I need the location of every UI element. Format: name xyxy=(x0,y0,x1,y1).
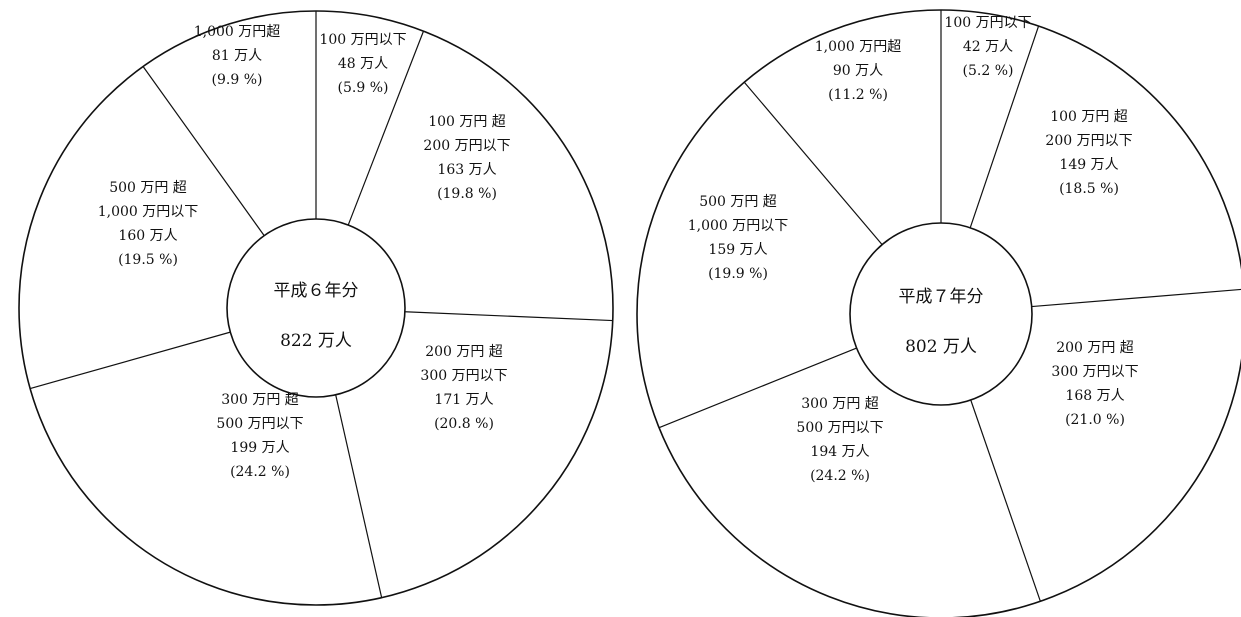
slice-label: 1,000 万円超 81 万人 (9.9 %) xyxy=(194,24,281,88)
slice-label-line: 160 万人 xyxy=(118,228,177,244)
slice-label-line: (11.2 %) xyxy=(828,87,888,103)
slice-label-line: 42 万人 xyxy=(963,39,1013,55)
slice-divider xyxy=(743,81,883,246)
slice-label-line: (19.8 %) xyxy=(437,186,497,202)
slice-label-line: (19.9 %) xyxy=(708,266,768,282)
slice-label: 500 万円 超 1,000 万円以下 159 万人 (19.9 %) xyxy=(688,194,789,282)
pie-inner-circle xyxy=(849,222,1033,406)
center-total-label: 802 万人 xyxy=(905,337,977,357)
slice-label-line: 199 万人 xyxy=(230,440,289,456)
slice-label-line: 90 万人 xyxy=(833,63,883,79)
slice-label-line: 200 万円以下 xyxy=(1045,133,1132,149)
slice-label-line: 168 万人 xyxy=(1065,388,1124,404)
slice-label-line: (5.9 %) xyxy=(338,80,389,96)
slice-label: 100 万円以下 48 万人 (5.9 %) xyxy=(319,32,406,96)
center-year-label: 平成７年分 xyxy=(899,287,984,307)
slice-label-line: 200 万円 超 xyxy=(425,344,503,360)
slice-label: 300 万円 超 500 万円以下 199 万人 (24.2 %) xyxy=(216,392,303,480)
slice-label-line: 81 万人 xyxy=(212,48,262,64)
slice-label-line: 100 万円 超 xyxy=(428,114,506,130)
slice-label: 200 万円 超 300 万円以下 168 万人 (21.0 %) xyxy=(1051,340,1138,428)
slice-divider xyxy=(142,66,265,236)
slice-label: 100 万円以下 42 万人 (5.2 %) xyxy=(944,15,1031,79)
slice-label-line: 1,000 万円以下 xyxy=(98,204,199,220)
slice-label: 100 万円 超 200 万円以下 163 万人 (19.8 %) xyxy=(423,114,510,202)
slice-label-line: 171 万人 xyxy=(434,392,493,408)
slice-label-line: (9.9 %) xyxy=(212,72,263,88)
slice-divider xyxy=(347,30,425,226)
center-year-label: 平成６年分 xyxy=(274,281,359,301)
slice-label-line: 200 万円以下 xyxy=(423,138,510,154)
slice-label-line: 1,000 万円超 xyxy=(194,24,281,40)
slice-label-line: (21.0 %) xyxy=(1065,412,1125,428)
slice-label-line: 300 万円 超 xyxy=(221,392,299,408)
slice-label-line: (19.5 %) xyxy=(118,252,178,268)
slice-label-line: 200 万円 超 xyxy=(1056,340,1134,356)
slice-label-line: 300 万円 超 xyxy=(801,396,879,412)
slice-label: 500 万円 超 1,000 万円以下 160 万人 (19.5 %) xyxy=(98,180,199,268)
slice-label-line: 100 万円以下 xyxy=(944,15,1031,31)
slice-divider xyxy=(969,25,1040,229)
slice-label-line: 194 万人 xyxy=(810,444,869,460)
slice-label-line: (20.8 %) xyxy=(434,416,494,432)
slice-label-line: 300 万円以下 xyxy=(1051,364,1138,380)
slice-label-line: (18.5 %) xyxy=(1059,181,1119,197)
slice-divider xyxy=(658,347,857,429)
slice-label-line: 500 万円以下 xyxy=(796,420,883,436)
slice-label-line: 500 万円 超 xyxy=(109,180,187,196)
slice-label: 1,000 万円超 90 万人 (11.2 %) xyxy=(815,39,902,103)
slice-divider xyxy=(1031,288,1241,308)
slice-label-line: 48 万人 xyxy=(338,56,388,72)
slice-label-line: 100 万円 超 xyxy=(1050,109,1128,125)
slice-label-line: 500 万円以下 xyxy=(216,416,303,432)
slice-divider xyxy=(29,331,231,390)
slice-label-line: 1,000 万円超 xyxy=(815,39,902,55)
slice-label-line: 500 万円 超 xyxy=(699,194,777,210)
center-total-label: 822 万人 xyxy=(280,331,352,351)
slice-label-line: (5.2 %) xyxy=(963,63,1014,79)
pie-inner-circle xyxy=(226,218,406,398)
slice-label-line: (24.2 %) xyxy=(810,468,870,484)
slice-label: 200 万円 超 300 万円以下 171 万人 (20.8 %) xyxy=(420,344,507,432)
slice-label-line: 149 万人 xyxy=(1059,157,1118,173)
slice-label-line: 300 万円以下 xyxy=(420,368,507,384)
slice-label-line: 159 万人 xyxy=(708,242,767,258)
donut-chart-h7: 平成７年分 802 万人 100 万円以下 42 万人 (5.2 %) 100 万円 超 2… xyxy=(636,9,1241,617)
slice-label-line: (24.2 %) xyxy=(230,464,290,480)
donut-chart-h6: 平成６年分 822 万人 100 万円以下 48 万人 (5.9 %) 100 万円 超 2… xyxy=(18,10,614,606)
slice-label: 100 万円 超 200 万円以下 149 万人 (18.5 %) xyxy=(1045,109,1132,197)
slice-divider xyxy=(970,399,1041,602)
slice-divider xyxy=(404,311,613,322)
slice-label-line: 163 万人 xyxy=(437,162,496,178)
slice-divider xyxy=(335,394,383,598)
slice-label-line: 100 万円以下 xyxy=(319,32,406,48)
slice-label: 300 万円 超 500 万円以下 194 万人 (24.2 %) xyxy=(796,396,883,484)
slice-label-line: 1,000 万円以下 xyxy=(688,218,789,234)
